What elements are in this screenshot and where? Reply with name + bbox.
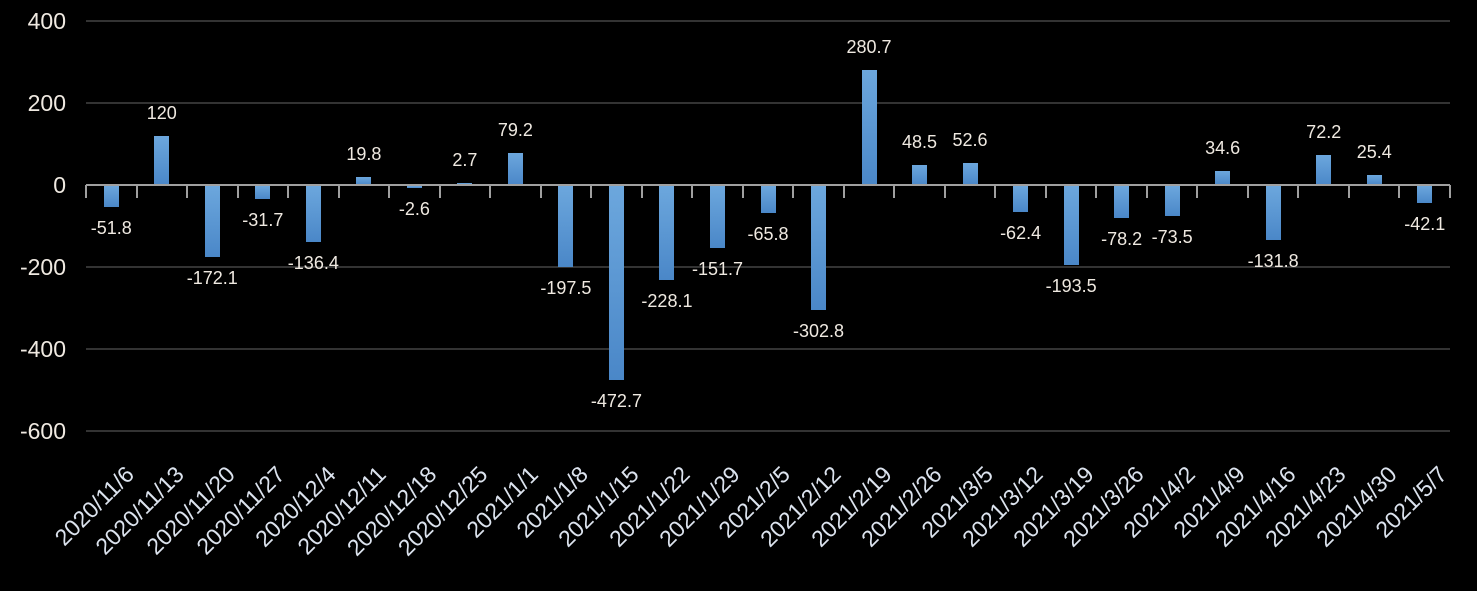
- x-axis-tick: [539, 185, 542, 198]
- bar: [1316, 155, 1332, 185]
- gridline: [86, 266, 1450, 268]
- bar: [1215, 170, 1231, 185]
- bar-value-label: -131.8: [1247, 251, 1299, 272]
- x-axis-tick: [1095, 185, 1098, 198]
- bar-value-label: 34.6: [1205, 137, 1241, 158]
- bar: [608, 186, 624, 380]
- y-axis-tick-label: -200: [19, 254, 66, 280]
- x-axis-tick: [1246, 185, 1249, 198]
- x-axis-tick: [85, 185, 87, 198]
- bar-value-label: -197.5: [540, 277, 592, 298]
- bar: [558, 186, 574, 267]
- bar-value-label: -228.1: [641, 290, 693, 311]
- bar-value-label: 48.5: [902, 132, 938, 153]
- bar-value-label: -42.1: [1404, 214, 1446, 235]
- bar-value-label: 52.6: [952, 130, 988, 151]
- x-axis-tick: [893, 185, 896, 198]
- bar: [912, 165, 928, 185]
- bar-value-label: -62.4: [1000, 222, 1042, 243]
- bar: [811, 186, 827, 311]
- bar: [1164, 186, 1180, 217]
- y-axis-tick-label: -400: [19, 336, 66, 362]
- x-axis-tick: [287, 185, 290, 198]
- gridline: [86, 430, 1450, 432]
- bar: [1265, 186, 1281, 241]
- x-axis-tick: [994, 185, 997, 198]
- x-axis-tick: [842, 185, 845, 198]
- x-axis-tick: [388, 185, 391, 198]
- bar-value-label: 79.2: [497, 119, 533, 140]
- x-axis-tick: [1398, 185, 1401, 198]
- bar-value-label: -65.8: [747, 223, 789, 244]
- bar: [1417, 186, 1433, 204]
- x-axis-tick: [489, 185, 492, 198]
- bar-value-label: -151.7: [691, 259, 743, 280]
- bar-value-label: -172.1: [186, 267, 238, 288]
- bar: [507, 152, 523, 185]
- x-axis-tick: [337, 185, 340, 198]
- bar-value-label: 19.8: [346, 143, 382, 164]
- bar: [1114, 186, 1130, 219]
- bar: [709, 186, 725, 249]
- y-axis-tick-label: 200: [27, 90, 66, 116]
- gridline: [86, 20, 1450, 22]
- bar-value-label: -193.5: [1045, 276, 1097, 297]
- x-axis-line: [86, 184, 1450, 186]
- y-axis-tick-label: 400: [27, 8, 66, 34]
- bar: [356, 176, 372, 185]
- bar-value-label: 120: [146, 102, 177, 123]
- x-axis-tick: [438, 185, 441, 198]
- bar: [154, 135, 170, 185]
- x-axis-tick: [741, 185, 744, 198]
- bar: [962, 163, 978, 185]
- x-axis-tick: [1297, 185, 1300, 198]
- bar-value-label: -302.8: [792, 321, 845, 342]
- x-axis-tick: [135, 185, 138, 198]
- bar-value-label: 25.4: [1356, 141, 1392, 162]
- x-axis-tick: [792, 185, 795, 198]
- gridline: [86, 102, 1450, 104]
- bar-value-label: 280.7: [846, 36, 892, 57]
- x-axis-tick: [1347, 185, 1350, 198]
- bar: [305, 186, 321, 242]
- bar: [406, 186, 422, 188]
- x-axis-tick: [236, 185, 239, 198]
- bar-value-label: -472.7: [590, 390, 642, 411]
- bar: [204, 186, 220, 257]
- bar: [1063, 186, 1079, 266]
- bar-value-label: -78.2: [1101, 229, 1143, 250]
- y-axis-tick-label: -600: [19, 418, 66, 444]
- bar: [255, 186, 271, 199]
- bar-value-label: 72.2: [1306, 122, 1342, 143]
- bar-value-label: -73.5: [1151, 227, 1193, 248]
- x-axis-tick: [186, 185, 189, 198]
- x-axis-tick: [590, 185, 593, 198]
- bar-value-label: -31.7: [242, 209, 284, 230]
- gridline: [86, 348, 1450, 350]
- bar: [659, 186, 675, 280]
- x-axis-tick: [1044, 185, 1047, 198]
- bar: [1366, 174, 1382, 185]
- bar: [103, 186, 119, 208]
- bar-value-label: 2.7: [452, 150, 478, 170]
- x-axis-tick: [1145, 185, 1148, 198]
- bar: [1013, 186, 1029, 212]
- x-axis-tick: [1449, 185, 1451, 198]
- x-axis-tick: [943, 185, 946, 198]
- y-axis-tick-label: 0: [53, 172, 66, 198]
- x-axis-tick: [640, 185, 643, 198]
- bar-value-label: -51.8: [90, 218, 132, 239]
- x-axis-tick: [691, 185, 694, 198]
- bar: [861, 69, 877, 185]
- x-axis-tick: [1196, 185, 1199, 198]
- bar: [760, 186, 776, 213]
- bar-value-label: -136.4: [287, 252, 339, 273]
- bar-value-label: -2.6: [398, 199, 430, 219]
